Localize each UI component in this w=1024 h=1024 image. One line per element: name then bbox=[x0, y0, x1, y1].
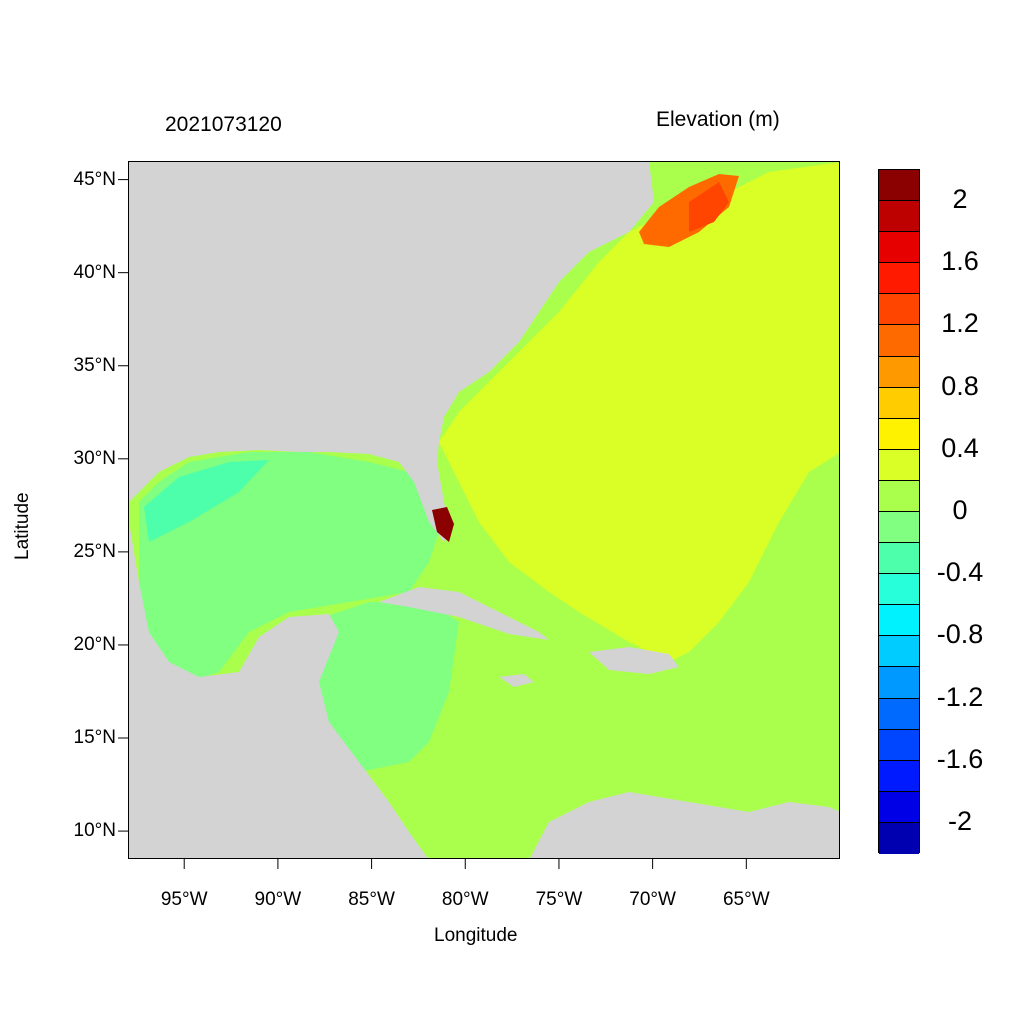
colorbar-tick-label: 0.4 bbox=[941, 432, 979, 463]
x-tick-label: 90°W bbox=[254, 889, 302, 910]
colorbar-tick-label: -2 bbox=[947, 805, 972, 836]
colorbar-segment bbox=[879, 636, 919, 668]
x-axis-title: Longitude bbox=[434, 925, 518, 946]
florida-surge bbox=[432, 507, 454, 542]
colorbar-segment bbox=[879, 418, 919, 450]
map-panel bbox=[128, 161, 840, 859]
colorbar-segment bbox=[879, 574, 919, 606]
caribbean-west bbox=[309, 602, 459, 772]
x-tick-label: 75°W bbox=[535, 889, 583, 910]
atlantic-positive-zone bbox=[439, 162, 839, 662]
colorbar-segment bbox=[879, 480, 919, 512]
colorbar-tick-label: -1.2 bbox=[936, 681, 984, 712]
variable-title: Elevation (m) bbox=[656, 108, 780, 131]
colorbar-tick-label: -0.8 bbox=[936, 619, 984, 650]
colorbar-segment bbox=[879, 356, 919, 388]
colorbar-segment bbox=[879, 543, 919, 575]
colorbar-segment bbox=[879, 294, 919, 326]
colorbar-segment bbox=[879, 791, 919, 823]
colorbar-segment bbox=[879, 387, 919, 419]
colorbar-segment bbox=[879, 729, 919, 761]
y-tick-label: 40°N bbox=[73, 261, 116, 283]
gulf-of-mexico bbox=[139, 452, 439, 682]
colorbar-tick-label: -1.6 bbox=[936, 743, 984, 774]
colorbar-tick-label: 1.6 bbox=[941, 246, 979, 277]
y-tick-label: 30°N bbox=[73, 447, 116, 469]
y-axis-title: Latitude bbox=[12, 492, 33, 560]
x-tick-label: 80°W bbox=[441, 889, 489, 910]
colorbar-segment bbox=[879, 201, 919, 233]
gulf-coastal-low bbox=[144, 460, 269, 542]
colorbar-tick-label: 0 bbox=[952, 495, 968, 525]
colorbar-tick-label: 2 bbox=[952, 184, 968, 215]
y-tick-label: 25°N bbox=[73, 540, 116, 562]
colorbar-tick-label: 1.2 bbox=[941, 308, 979, 339]
x-tick-label: 65°W bbox=[722, 889, 770, 910]
colorbar-segment bbox=[879, 325, 919, 357]
x-tick-label: 95°W bbox=[160, 889, 208, 910]
elevation-map bbox=[129, 162, 839, 858]
timestamp-title: 2021073120 bbox=[165, 113, 282, 136]
y-tick-label: 45°N bbox=[73, 168, 116, 190]
colorbar-segment bbox=[879, 449, 919, 481]
colorbar-segment bbox=[879, 667, 919, 699]
colorbar bbox=[878, 169, 920, 854]
colorbar-segment bbox=[879, 512, 919, 544]
jamaica-land bbox=[499, 674, 534, 687]
colorbar-segment bbox=[879, 263, 919, 295]
south-america-land bbox=[530, 792, 839, 858]
colorbar-segment bbox=[879, 822, 919, 854]
central-america-land bbox=[129, 522, 428, 858]
cuba-land bbox=[379, 587, 549, 640]
y-tick-label: 15°N bbox=[73, 727, 116, 748]
colorbar-tick-label: -0.4 bbox=[936, 557, 984, 588]
x-tick-label: 85°W bbox=[348, 889, 395, 910]
y-tick-label: 20°N bbox=[73, 633, 116, 655]
colorbar-tick-label: 0.8 bbox=[941, 370, 979, 401]
y-tick-label: 10°N bbox=[73, 820, 116, 842]
colorbar-segment bbox=[879, 760, 919, 792]
colorbar-segment bbox=[879, 170, 919, 202]
y-tick-label: 35°N bbox=[73, 354, 116, 376]
x-tick-label: 70°W bbox=[629, 889, 676, 910]
north-america-land bbox=[129, 162, 654, 542]
colorbar-segment bbox=[879, 698, 919, 730]
gulf-of-maine-peak bbox=[689, 182, 729, 232]
hispaniola-land bbox=[589, 647, 679, 674]
colorbar-segment bbox=[879, 232, 919, 264]
colorbar-segment bbox=[879, 605, 919, 637]
